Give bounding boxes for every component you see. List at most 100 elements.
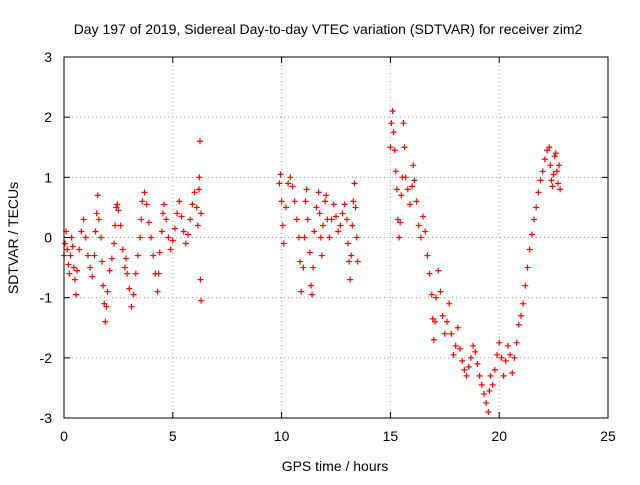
data-point [461,366,468,373]
data-point [67,252,74,259]
data-point [435,267,442,274]
data-point [537,177,544,184]
data-point [198,297,205,304]
data-point [69,243,76,250]
data-point [515,321,522,328]
x-tick-label: 25 [600,428,616,444]
data-point [504,342,511,349]
data-point [169,237,176,244]
data-point [132,270,139,277]
data-point [556,162,563,169]
data-point [123,255,130,262]
data-point [486,387,493,394]
data-point [341,201,348,208]
data-point [130,291,137,298]
data-point [528,231,535,238]
data-point [433,294,440,301]
data-point [316,210,323,217]
data-point [517,312,524,319]
data-point [317,234,324,241]
data-point [276,180,283,187]
data-point [304,216,311,223]
data-point [95,216,102,223]
data-point [296,234,303,241]
data-point [101,300,108,307]
data-point [161,201,168,208]
chart-title: Day 197 of 2019, Sidereal Day-to-day VTE… [74,21,583,37]
data-point [126,285,133,292]
data-point [500,372,507,379]
x-tick-label: 15 [383,428,399,444]
data-point [392,168,399,175]
data-point [93,210,100,217]
x-tick-label: 10 [274,428,290,444]
data-point [476,372,483,379]
data-point [524,264,531,271]
data-point [337,222,344,229]
data-point [158,228,165,235]
data-point [396,234,403,241]
data-point [72,291,79,298]
data-point [76,246,83,253]
data-point [509,369,516,376]
data-point [115,207,122,214]
data-point [74,267,81,274]
data-point [502,357,509,364]
data-point [472,348,479,355]
data-point [547,162,554,169]
data-point [339,210,346,217]
data-point [191,189,198,196]
data-point [66,270,73,277]
data-point [533,204,540,211]
data-point [62,240,69,247]
data-point [145,219,152,226]
data-point [182,240,189,247]
x-tick-label: 0 [60,428,68,444]
x-axis-label: GPS time / hours [282,458,389,474]
data-point [111,240,118,247]
y-tick-label: -3 [40,410,53,426]
data-point [546,144,553,151]
data-point [298,288,305,295]
data-point [117,222,124,229]
data-point [390,129,397,136]
data-point [388,120,395,127]
data-point [333,213,339,220]
data-point [185,231,192,238]
data-point [174,210,181,217]
data-point [112,222,119,229]
data-point [87,264,94,271]
data-point [99,258,106,265]
data-point [397,219,404,226]
data-point [114,201,121,208]
data-point [141,189,148,196]
data-point [411,177,418,184]
data-point [348,252,355,259]
data-point [429,315,436,322]
data-point [65,261,72,268]
data-point [330,201,337,208]
data-point [163,216,170,223]
data-point [287,174,294,181]
data-point [391,147,398,154]
data-point [470,342,477,349]
data-point [395,216,402,223]
data-point [557,186,564,193]
data-point [280,240,287,247]
data-point [485,408,492,415]
data-point [402,174,409,181]
data-point [487,372,494,379]
data-point [303,186,310,193]
data-point [347,276,354,283]
data-point [285,180,292,187]
ticks-layer: 0 5 10 15 20 25 -3 -2 -1 0 1 2 3 [40,49,616,444]
data-point [446,300,453,307]
data-point [137,234,144,241]
data-point [155,270,162,277]
data-point [404,186,411,193]
data-point [102,318,109,325]
data-point [483,399,490,406]
data-point [413,198,420,205]
data-point [432,318,439,325]
